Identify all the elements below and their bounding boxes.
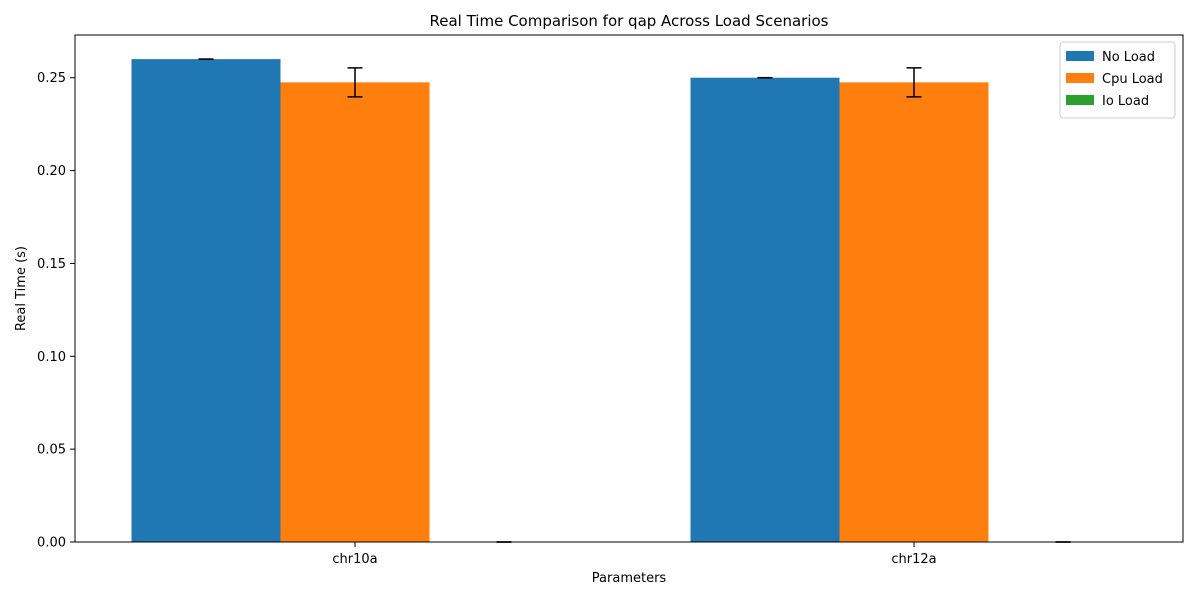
legend-swatch-io-load xyxy=(1066,95,1094,105)
bar-no-load-chr10a xyxy=(131,59,281,543)
error-bar-cpu-load-chr12a xyxy=(906,67,922,98)
bar-no-load-chr12a xyxy=(690,77,840,542)
legend-label-no-load: No Load xyxy=(1102,50,1155,65)
axes-layer: 0.00 0.05 0.10 0.15 0.20 0.25 chr10a chr12a xyxy=(37,34,1184,567)
x-tick-label: chr12a xyxy=(891,552,936,567)
y-tick-label: 0.00 xyxy=(37,536,66,551)
x-axis-label: Parameters xyxy=(592,571,667,586)
bar-cpu-load-chr10a xyxy=(280,82,430,542)
y-tick-label: 0.10 xyxy=(37,350,66,365)
bars-layer xyxy=(131,59,989,543)
y-tick-label: 0.05 xyxy=(37,443,66,458)
legend-swatch-no-load xyxy=(1066,51,1094,61)
y-tick-label: 0.20 xyxy=(37,164,66,179)
y-tick-label: 0.15 xyxy=(37,257,66,272)
x-tick-label: chr10a xyxy=(332,552,377,567)
y-axis-label: Real Time (s) xyxy=(14,246,29,331)
legend-swatch-cpu-load xyxy=(1066,73,1094,83)
y-tick-label: 0.25 xyxy=(37,71,66,86)
chart-title: Real Time Comparison for qap Across Load… xyxy=(430,12,829,30)
error-bar-cpu-load-chr10a xyxy=(347,67,363,98)
bar-cpu-load-chr12a xyxy=(839,82,989,542)
plot-frame xyxy=(74,34,1184,543)
legend-label-io-load: Io Load xyxy=(1102,94,1149,109)
legend-label-cpu-load: Cpu Load xyxy=(1102,72,1163,87)
legend: No Load Cpu Load Io Load xyxy=(1059,41,1176,119)
